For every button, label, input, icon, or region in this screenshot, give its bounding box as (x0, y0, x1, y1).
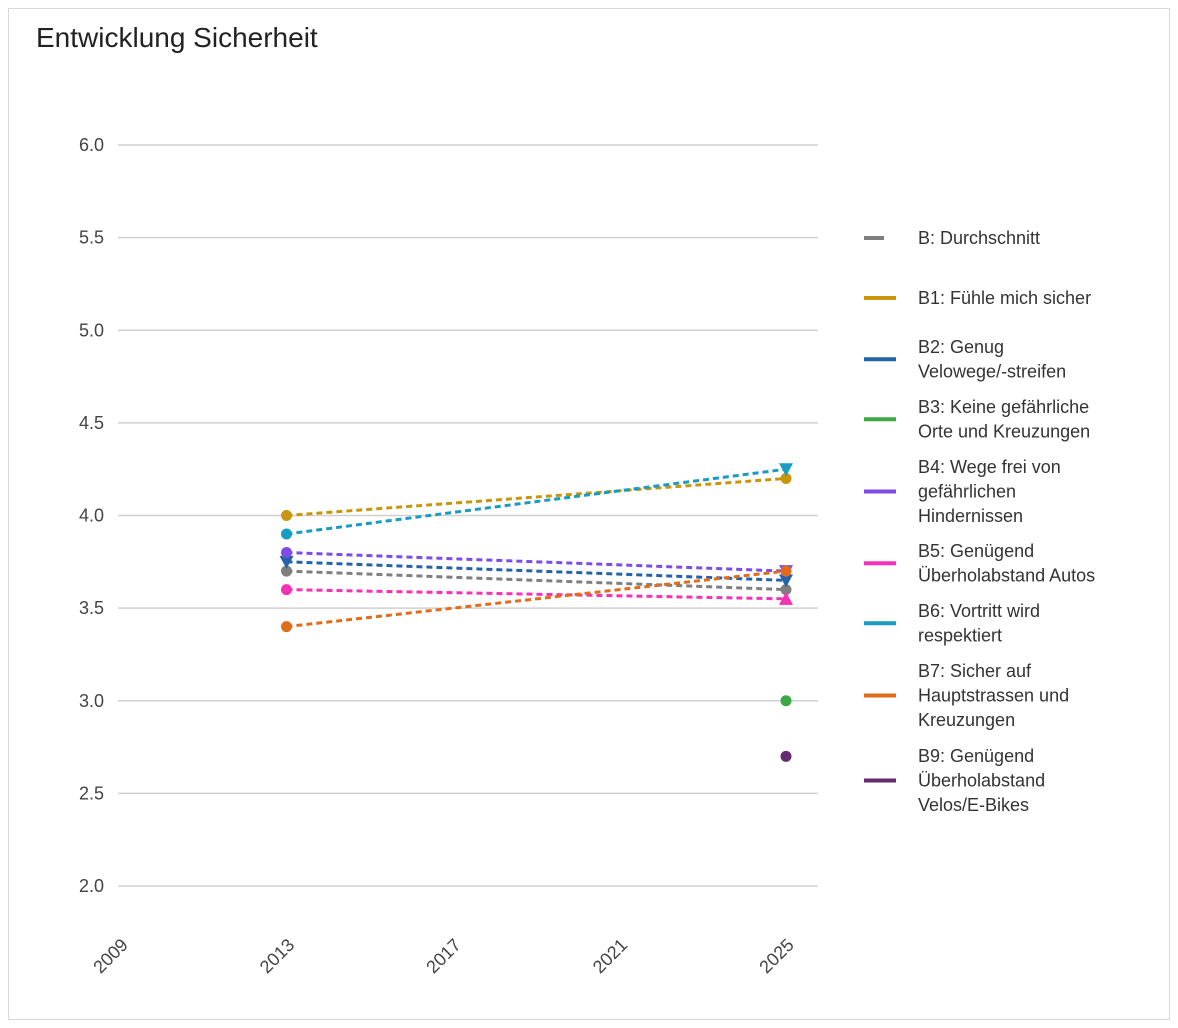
legend-item[interactable]: B3: Keine gefährliche Orte und Kreuzungen (864, 397, 1090, 442)
data-point-marker (780, 695, 792, 707)
data-point-marker (279, 555, 294, 569)
legend-item[interactable]: B7: Sicher auf Hauptstrassen und Kreuzunge… (864, 661, 1069, 730)
legend-label: B7: Sicher auf (918, 661, 1032, 681)
legend-label: respektiert (918, 626, 1002, 646)
legend-label: Velowege/-streifen (918, 362, 1066, 382)
data-point-marker (281, 547, 292, 559)
legend-label: B9: Genügend (918, 746, 1034, 766)
legend-item[interactable]: B4: Wege frei von gefährlichen Hindernisse… (864, 457, 1061, 526)
legend-label: gefährlichen (918, 482, 1016, 502)
data-point-marker (779, 591, 793, 605)
legend-item[interactable]: B2: Genug Velowege/-streifen (864, 337, 1066, 382)
chart-frame (8, 8, 1170, 1020)
chart-title: Entwicklung Sicherheit (36, 22, 318, 53)
series-lines (286, 467, 787, 629)
legend-item[interactable]: B: Durchschnitt (864, 228, 1040, 248)
x-tick-label: 2013 (256, 935, 298, 977)
x-tick-label: 2017 (422, 935, 464, 977)
data-point-marker (779, 463, 793, 477)
y-tick-label: 5.5 (79, 228, 104, 248)
series-line (286, 569, 787, 629)
legend-label: B5: Genügend (918, 541, 1034, 561)
legend-item[interactable]: B6: Vortritt wird respektiert (864, 601, 1040, 646)
legend-item[interactable]: B5: Genügend Überholabstand Autos (864, 541, 1095, 586)
data-point-marker (281, 584, 292, 596)
y-tick-label: 5.0 (79, 320, 104, 340)
y-tick-label: 3.0 (79, 691, 104, 711)
legend-label: Überholabstand Autos (918, 566, 1095, 586)
data-point-marker (281, 565, 292, 577)
y-tick-label: 3.5 (79, 598, 104, 618)
y-tick-label: 4.0 (79, 506, 104, 526)
x-axis-ticks: 2009 2013 2017 2021 2025 (89, 935, 797, 977)
y-axis-ticks: 2.0 2.5 3.0 3.5 4.0 4.5 5.0 5.5 6.0 (79, 135, 104, 896)
data-point-marker (281, 510, 292, 521)
data-point-marker (780, 750, 792, 762)
series-line (286, 551, 787, 573)
legend-item[interactable]: B9: Genügend Überholabstand Velos/E-Bikes (864, 746, 1045, 815)
series-line (286, 569, 787, 592)
y-tick-label: 2.5 (79, 783, 104, 803)
series-markers (279, 463, 793, 762)
x-tick-label: 2021 (589, 935, 631, 977)
data-point-marker (281, 621, 292, 633)
legend-label: B4: Wege frei von (918, 457, 1061, 477)
legend-label: Velos/E-Bikes (918, 795, 1029, 815)
data-point-marker (780, 584, 792, 596)
y-tick-label: 2.0 (79, 876, 104, 896)
grid-lines (118, 144, 818, 887)
data-point-marker (780, 472, 792, 484)
y-tick-label: 6.0 (79, 135, 104, 155)
legend-label: B3: Keine gefährliche (918, 397, 1089, 417)
data-point-marker (780, 565, 792, 577)
y-tick-label: 4.5 (79, 413, 104, 433)
legend-label: B: Durchschnitt (918, 228, 1040, 248)
legend-label: B1: Fühle mich sicher (918, 288, 1091, 308)
x-tick-label: 2025 (755, 935, 797, 977)
legend-label: Hauptstrassen und (918, 686, 1069, 706)
x-tick-label: 2009 (89, 935, 131, 977)
legend-label: Überholabstand (918, 771, 1045, 791)
data-point-marker (779, 574, 793, 588)
series-line (286, 560, 787, 582)
legend-label: B6: Vortritt wird (918, 601, 1040, 621)
series-line (286, 467, 787, 536)
data-point-marker (281, 528, 292, 540)
legend-label: Hindernissen (918, 506, 1023, 526)
series-line (286, 476, 787, 517)
legend-label: Kreuzungen (918, 710, 1015, 730)
legend[interactable]: B: Durchschnitt B1: Fühle mich sicher B2: … (864, 228, 1095, 815)
legend-item[interactable]: B1: Fühle mich sicher (864, 288, 1091, 308)
legend-label: B2: Genug (918, 337, 1004, 357)
legend-label: Orte und Kreuzungen (918, 422, 1090, 442)
series-line (286, 588, 787, 601)
